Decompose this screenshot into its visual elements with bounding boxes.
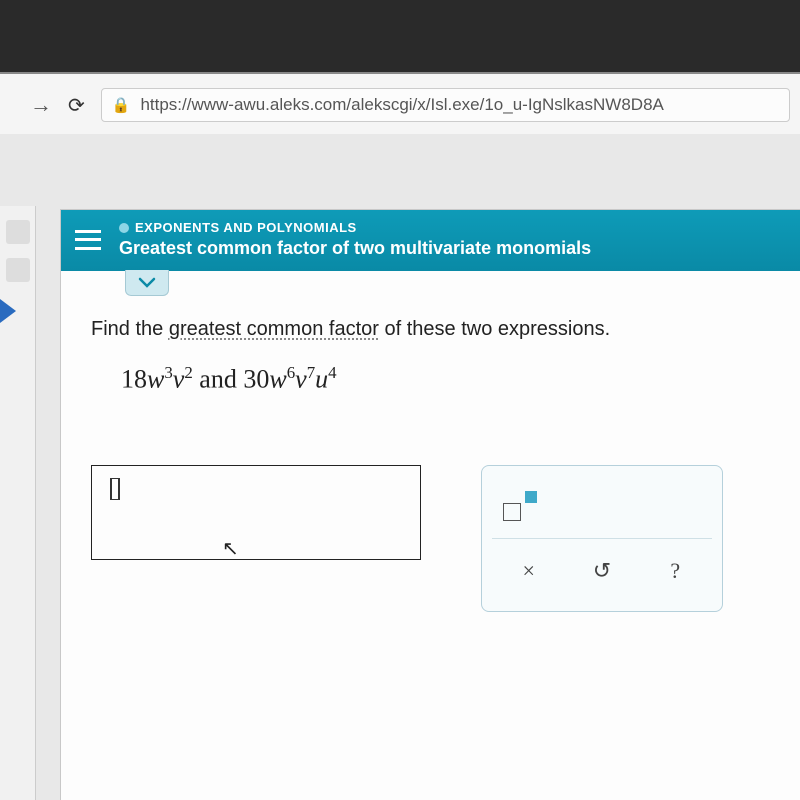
var: w	[269, 365, 286, 394]
address-bar[interactable]: 🔒 https://www-awu.aleks.com/alekscgi/x/I…	[101, 88, 790, 122]
lesson-category: EXPONENTS AND POLYNOMIALS	[135, 220, 357, 235]
expand-tab[interactable]	[125, 270, 169, 296]
aleks-panel: EXPONENTS AND POLYNOMIALS Greatest commo…	[60, 209, 800, 800]
glossary-term[interactable]: greatest common factor	[169, 318, 379, 340]
math-keypad: × ↺ ?	[481, 465, 723, 612]
lesson-title: Greatest common factor of two multivaria…	[119, 238, 591, 259]
and-text: and	[199, 365, 243, 394]
exp: 2	[184, 363, 192, 382]
var: v	[173, 365, 185, 394]
prompt-part: Find the	[91, 318, 169, 340]
screen-frame: → ⟳ 🔒 https://www-awu.aleks.com/alekscgi…	[0, 72, 800, 800]
var: u	[315, 365, 328, 394]
browser-toolbar: → ⟳ 🔒 https://www-awu.aleks.com/alekscgi…	[0, 74, 800, 134]
undo-button[interactable]: ↺	[572, 558, 632, 584]
coeff: 18	[121, 365, 147, 394]
url-text: https://www-awu.aleks.com/alekscgi/x/Isl…	[140, 95, 663, 115]
rail-item[interactable]	[6, 258, 30, 282]
exp: 4	[328, 363, 336, 382]
var: w	[147, 365, 164, 394]
rail-item[interactable]	[6, 220, 30, 244]
browser-side-rail	[0, 206, 36, 800]
lock-icon: 🔒	[112, 96, 131, 114]
coeff: 30	[243, 365, 269, 394]
rail-marker-icon	[0, 299, 16, 323]
mouse-cursor-icon: ↖	[222, 536, 239, 561]
prompt-part: of these two expressions.	[379, 318, 610, 340]
help-button[interactable]: ?	[645, 558, 705, 584]
forward-arrow-icon[interactable]: →	[30, 92, 52, 118]
reload-icon[interactable]: ⟳	[68, 93, 85, 118]
lesson-header: EXPONENTS AND POLYNOMIALS Greatest commo…	[61, 210, 800, 271]
exp: 6	[287, 363, 295, 382]
var: v	[295, 365, 307, 394]
math-expressions: 18w3v2 and 30w6v7u4	[121, 363, 770, 395]
menu-icon[interactable]	[75, 230, 101, 250]
chevron-down-icon	[138, 277, 156, 289]
times-button[interactable]: ×	[499, 558, 559, 584]
question-area: Find the greatest common factor of these…	[61, 296, 800, 634]
text-caret-icon	[110, 478, 120, 500]
answer-input[interactable]: ↖	[91, 465, 421, 560]
exp: 7	[307, 363, 315, 382]
category-dot-icon	[119, 223, 129, 233]
exponent-tool[interactable]	[503, 491, 537, 521]
question-prompt: Find the greatest common factor of these…	[91, 318, 770, 341]
exp: 3	[164, 363, 172, 382]
